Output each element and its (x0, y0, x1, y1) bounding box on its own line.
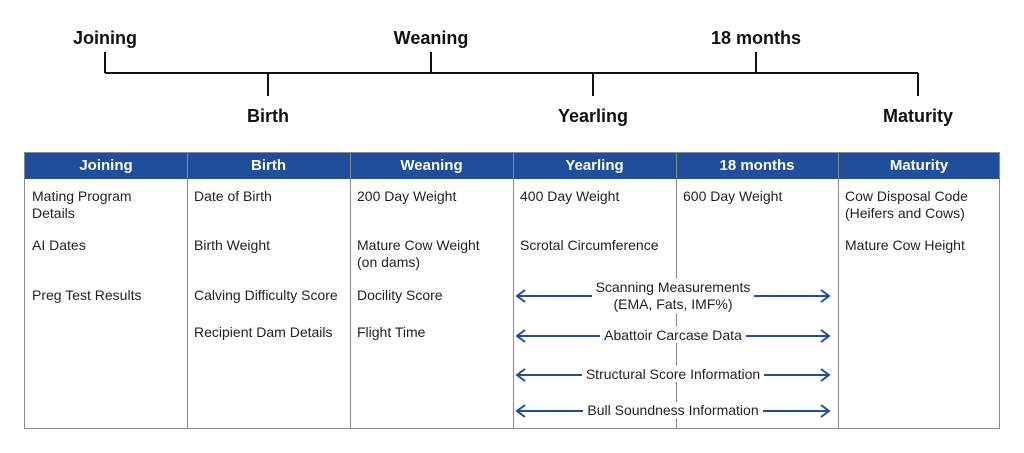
timeline: Joining Weaning 18 months Birth Yearling… (73, 28, 953, 126)
birth-item: Date of Birth (194, 188, 272, 204)
joining-item: Preg Test Results (32, 287, 142, 303)
18-months-item: 600 Day Weight (683, 188, 783, 204)
timeline-label-joining: Joining (73, 28, 137, 48)
span-label: Scanning Measurements (EMA, Fats, IMF%) (591, 279, 755, 313)
weaning-item: Docility Score (357, 287, 443, 303)
column-divider (350, 153, 351, 428)
birth-item: Birth Weight (194, 237, 270, 253)
joining-item: AI Dates (32, 237, 86, 253)
span-bull-soundness: Bull Soundness Information (513, 401, 833, 421)
header-yearling: Yearling (565, 157, 624, 174)
birth-item: Calving Difficulty Score (194, 287, 338, 303)
weaning-item: Mature Cow Weight (on dams) (357, 237, 480, 270)
weaning-item: Flight Time (357, 324, 426, 340)
column-divider (838, 153, 839, 428)
timeline-label-yearling: Yearling (558, 106, 628, 126)
header-weaning: Weaning (400, 157, 463, 174)
timeline-label-weaning: Weaning (394, 28, 469, 48)
header-joining: Joining (79, 157, 133, 174)
timeline-label-maturity: Maturity (883, 106, 953, 126)
maturity-item: Mature Cow Height (845, 237, 965, 253)
joining-item: Mating Program Details (32, 188, 132, 221)
timeline-label-birth: Birth (247, 106, 289, 126)
span-label: Abattoir Carcase Data (600, 327, 746, 343)
yearling-item: Scrotal Circumference (520, 237, 659, 253)
header-18-months: 18 months (719, 157, 795, 174)
data-table: Joining Birth Weaning Yearling 18 months… (24, 152, 1000, 429)
column-divider (187, 153, 188, 428)
column-divider (513, 153, 514, 428)
birth-item: Recipient Dam Details (194, 324, 333, 340)
span-abattoir-carcase: Abattoir Carcase Data (513, 326, 833, 346)
span-label: Structural Score Information (581, 366, 765, 382)
maturity-item: Cow Disposal Code (Heifers and Cows) (845, 188, 968, 221)
span-label: Bull Soundness Information (583, 402, 763, 418)
span-scanning-measurements: Scanning Measurements (EMA, Fats, IMF%) (513, 279, 833, 313)
header-maturity: Maturity (889, 157, 949, 174)
weaning-item: 200 Day Weight (357, 188, 457, 204)
table-header: Joining Birth Weaning Yearling 18 months… (25, 153, 999, 179)
yearling-item: 400 Day Weight (520, 188, 620, 204)
timeline-label-18-months: 18 months (711, 28, 801, 48)
span-structural-score: Structural Score Information (513, 365, 833, 385)
header-birth: Birth (251, 157, 286, 174)
